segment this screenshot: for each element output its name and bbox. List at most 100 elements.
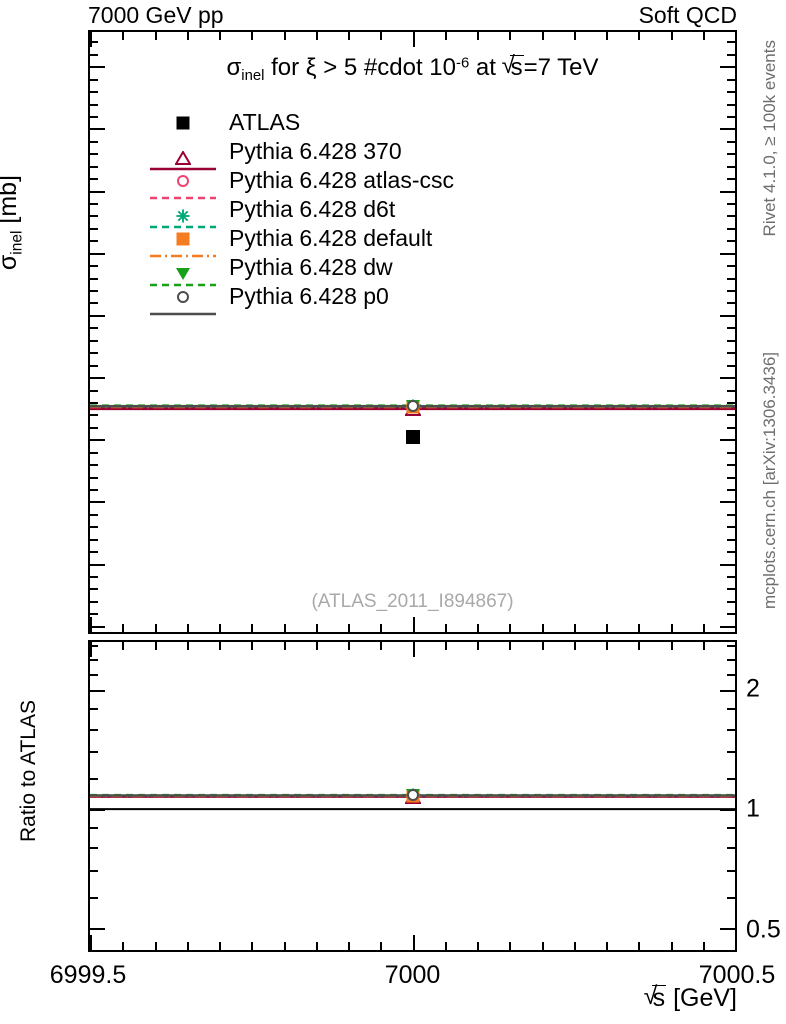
legend-entry[interactable]: Pythia 6.428 p0 <box>150 282 454 315</box>
axis-tick <box>477 32 479 40</box>
axis-tick <box>90 41 98 44</box>
axis-tick <box>727 526 735 529</box>
axis-tick <box>670 642 673 650</box>
axis-tick <box>727 227 735 230</box>
axis-tick <box>315 32 318 40</box>
axis-tick <box>727 576 735 579</box>
legend-marker <box>176 116 190 129</box>
legend-label: Pythia 6.428 p0 <box>229 283 389 309</box>
axis-tick <box>573 942 576 950</box>
axis-tick <box>90 625 105 628</box>
axis-tick <box>380 624 383 632</box>
axis-tick <box>727 290 735 293</box>
axis-tick <box>90 265 98 268</box>
axis-tick <box>720 928 735 931</box>
legend-key-swatch <box>150 282 216 315</box>
legend-key-swatch <box>150 195 216 228</box>
axis-tick <box>727 613 735 616</box>
legend-marker <box>177 290 189 303</box>
axis-tick <box>348 942 350 950</box>
axis-tick <box>348 642 350 650</box>
axis-tick <box>727 451 735 454</box>
axis-tick <box>90 290 98 293</box>
axis-tick <box>315 942 318 950</box>
axis-tick <box>444 32 447 40</box>
axis-tick <box>670 942 673 950</box>
header-beam-label: 7000 GeV pp <box>88 2 224 28</box>
header-analysis-label: Soft QCD <box>638 2 737 28</box>
axis-tick <box>348 624 350 632</box>
axis-tick <box>720 377 735 380</box>
axis-tick <box>90 827 98 830</box>
axis-tick <box>573 624 576 632</box>
axis-tick <box>90 377 105 380</box>
axis-tick <box>90 352 98 355</box>
title-xi: ξ <box>305 54 317 81</box>
axis-tick <box>444 642 447 650</box>
axis-tick <box>154 642 157 650</box>
legend-entry[interactable]: Pythia 6.428 atlas-csc <box>150 166 455 199</box>
analysis-id-watermark: (ATLAS_2011_I894867) <box>311 591 514 612</box>
star-marker-icon <box>176 202 191 223</box>
legend-label: ATLAS <box>229 109 301 135</box>
axis-tick <box>219 942 221 950</box>
legend-key-swatch <box>150 253 216 286</box>
axis-tick <box>727 352 735 355</box>
axis-tick <box>90 91 98 94</box>
legend: ATLAS Pythia 6.428 370 Pythia 6.428 atlas-… <box>150 108 455 315</box>
axis-tick <box>90 538 98 541</box>
axis-tick <box>90 439 105 442</box>
axis-tick <box>670 32 673 40</box>
axis-tick <box>727 401 735 404</box>
axis-tick <box>219 624 221 632</box>
axis-tick <box>727 41 735 44</box>
axis-tick <box>154 942 157 950</box>
title-sigma: σ <box>226 54 242 81</box>
axis-tick <box>702 942 705 950</box>
ratio-panel-data <box>90 642 735 950</box>
axis-tick <box>90 240 98 243</box>
axis-tick <box>90 476 98 479</box>
axis-tick <box>90 314 105 317</box>
axis-tick <box>670 624 673 632</box>
axis-tick <box>90 708 98 711</box>
axis-tick <box>720 66 735 69</box>
plot-title: σinel for ξ > 5 #cdot 10-6 at s=7 TeV <box>88 54 737 84</box>
ratio-plot-panel <box>88 640 737 952</box>
legend-entry[interactable]: Pythia 6.428 d6t <box>150 195 454 228</box>
axis-tick <box>702 642 705 650</box>
axis-tick <box>90 202 98 205</box>
ratio-y-tick-label-right: 1 <box>746 794 760 823</box>
axis-tick <box>606 942 608 950</box>
y-axis-title-unit: [mb] <box>0 175 22 224</box>
axis-tick <box>251 32 254 40</box>
main-panel-ticks <box>90 32 735 632</box>
axis-tick <box>90 501 105 504</box>
title-for: for <box>271 54 300 81</box>
axis-tick <box>90 252 105 255</box>
axis-tick <box>702 32 705 40</box>
circle-marker-icon <box>406 400 419 413</box>
legend-marker <box>175 260 191 281</box>
legend-label: Pythia 6.428 dw <box>229 254 393 280</box>
axis-tick <box>380 942 383 950</box>
axis-tick <box>251 942 254 950</box>
legend-entry[interactable]: Pythia 6.428 dw <box>150 253 454 286</box>
legend-label: Pythia 6.428 d6t <box>229 196 396 222</box>
axis-tick <box>541 624 544 632</box>
axis-tick <box>90 847 98 850</box>
axis-tick <box>90 401 98 404</box>
legend-line-sample <box>150 237 216 257</box>
legend-entry[interactable]: Pythia 6.428 370 <box>150 137 454 170</box>
axis-tick <box>90 617 92 632</box>
axis-tick <box>90 339 98 342</box>
data-point-marker <box>406 789 419 802</box>
axis-tick <box>727 777 735 780</box>
axis-tick <box>727 140 735 143</box>
axis-tick <box>122 642 125 650</box>
legend-label: Pythia 6.428 atlas-csc <box>229 167 455 193</box>
legend-entry[interactable]: ATLAS <box>150 108 454 137</box>
legend-entry[interactable]: Pythia 6.428 default <box>150 224 454 257</box>
axis-tick <box>90 327 98 330</box>
axis-tick <box>638 642 641 650</box>
